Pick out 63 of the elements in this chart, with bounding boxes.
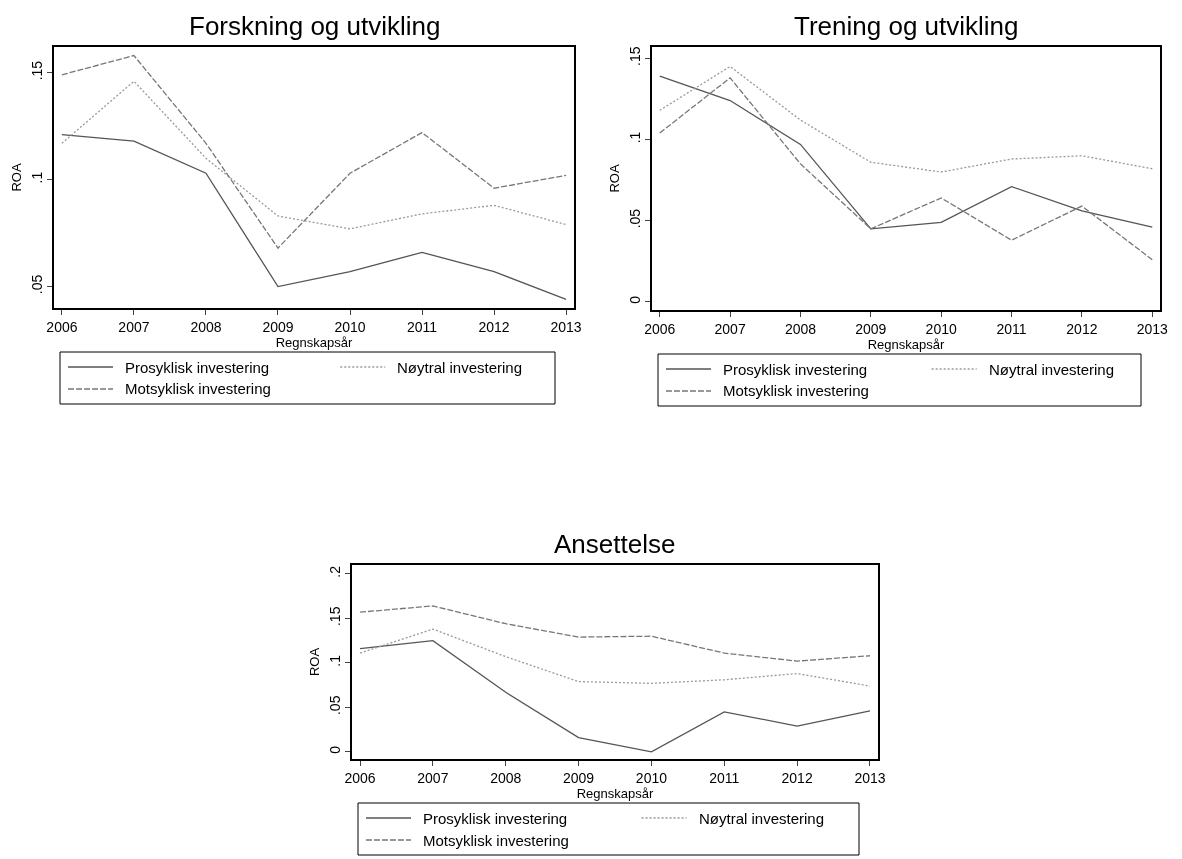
line-series: [61, 54, 567, 249]
y-axis-title: ROA: [607, 164, 623, 193]
y-tick-label: .1: [626, 131, 643, 144]
line-series: [61, 80, 567, 230]
y-axis-title: ROA: [307, 647, 323, 677]
chart-title: Trening og utvikling: [794, 11, 1019, 41]
x-axis-title: Regnskapsår: [576, 785, 654, 801]
y-tick-label: .05: [28, 274, 45, 295]
y-tick-label: .05: [326, 695, 343, 716]
x-tick-label: 2007: [417, 769, 449, 786]
x-tick-label: 2011: [996, 320, 1027, 337]
legend-label: Prosyklisk investering: [723, 361, 868, 378]
y-axis-title: ROA: [9, 163, 25, 192]
x-tick-label: 2013: [854, 769, 886, 786]
line-series: [659, 77, 1153, 261]
legend-label: Motsyklisk investering: [423, 832, 569, 849]
line-series: [659, 65, 1153, 173]
x-tick-label: 2008: [190, 318, 222, 335]
legend-label: Motsyklisk investering: [723, 382, 869, 399]
x-axis-title: Regnskapsår: [867, 336, 945, 352]
x-tick-label: 2012: [478, 318, 510, 335]
x-tick-label: 2006: [344, 769, 376, 786]
x-tick-label: 2010: [635, 769, 668, 786]
line-series: [359, 605, 871, 662]
x-tick-label: 2007: [118, 318, 150, 335]
x-tick-label: 2012: [1066, 320, 1098, 337]
x-tick-label: 2013: [1136, 320, 1169, 337]
x-tick-label: 2008: [490, 769, 522, 786]
line-series: [61, 134, 567, 301]
x-tick-label: 2007: [714, 320, 746, 337]
x-tick-label: 2010: [925, 320, 957, 337]
chart-title: Forskning og utvikling: [189, 11, 441, 41]
legend-label: Nøytral investering: [699, 810, 825, 827]
y-tick-label: 0: [626, 295, 643, 304]
line-series: [359, 628, 871, 687]
legend-label: Motsyklisk investering: [125, 380, 271, 397]
line-series: [359, 639, 871, 753]
legend-label: Prosyklisk investering: [125, 359, 270, 376]
x-tick-label: 2006: [644, 320, 676, 337]
y-tick-label: .2: [326, 565, 343, 578]
x-tick-label: 2011: [709, 769, 740, 786]
x-tick-label: 2011: [406, 318, 438, 335]
y-tick-label: .1: [28, 171, 45, 184]
y-tick-label: .05: [626, 208, 643, 229]
y-tick-label: .15: [326, 606, 343, 627]
x-tick-label: 2008: [784, 320, 817, 337]
x-tick-label: 2009: [562, 769, 595, 786]
chart-title: Ansettelse: [554, 529, 676, 559]
x-tick-label: 2009: [855, 320, 887, 337]
x-tick-label: 2012: [781, 769, 813, 786]
x-tick-label: 2006: [46, 318, 78, 335]
legend-label: Prosyklisk investering: [423, 810, 568, 827]
x-tick-label: 2009: [262, 318, 294, 335]
legend-label: Nøytral investering: [397, 359, 523, 376]
y-tick-label: .15: [28, 60, 45, 81]
y-tick-label: 0: [326, 745, 343, 754]
x-tick-label: 2010: [334, 318, 366, 335]
y-tick-label: .1: [326, 654, 343, 667]
legend-label: Nøytral investering: [989, 361, 1115, 378]
x-tick-label: 2013: [550, 318, 582, 335]
y-tick-label: .15: [626, 46, 643, 66]
x-axis-title: Regnskapsår: [275, 334, 353, 350]
line-series: [659, 75, 1153, 230]
